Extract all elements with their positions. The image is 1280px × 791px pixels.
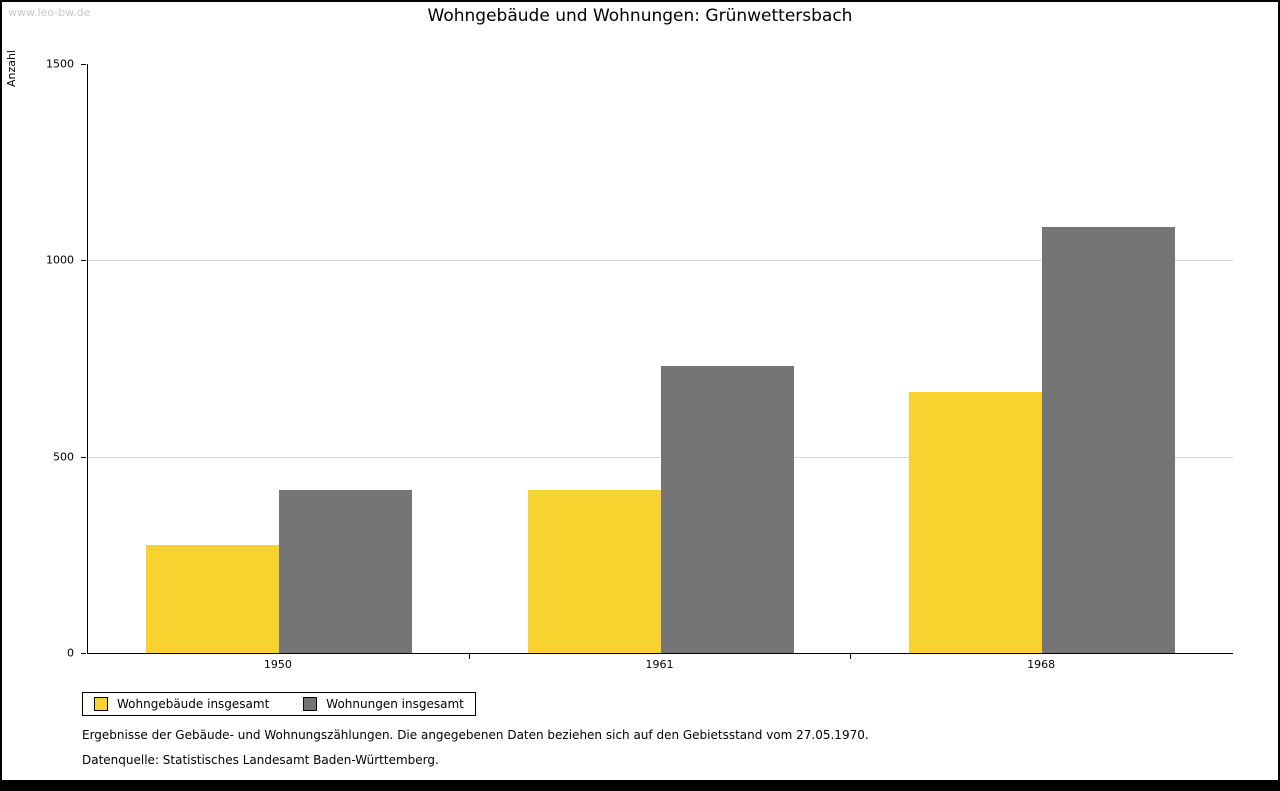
bar-1968-wohnungen [1042,227,1176,653]
legend-swatch-wohngebaeude [94,697,108,711]
bar-group-1961 [470,64,852,653]
bar-group-1968 [851,64,1233,653]
bar-1961-wohngebaeude [527,490,661,653]
plot-area [87,64,1233,654]
bar-1968-wohngebaeude [909,392,1043,653]
y-tick-mark-1000 [81,260,86,261]
x-tick-label-1968: 1968 [1027,658,1056,671]
y-tick-mark-0 [81,653,86,654]
y-tick-mark-1500 [81,64,86,65]
legend-item-wohngebaeude: Wohngebäude insgesamt [94,697,269,711]
x-axis-ticks [87,654,1232,660]
y-tick-label-1500: 1500 [46,57,74,71]
y-axis: 0 500 1000 1500 [2,58,87,660]
legend-item-wohnungen: Wohnungen insgesamt [303,697,464,711]
footnote-source-note: Ergebnisse der Gebäude- und Wohnungszähl… [82,728,869,742]
x-tick-label-1950: 1950 [263,658,292,671]
y-tick-label-500: 500 [53,450,74,464]
gridline-1000 [88,260,1233,261]
bottom-border-bar [2,780,1278,789]
legend-swatch-wohnungen [303,697,318,711]
footnote-data-source: Datenquelle: Statistisches Landesamt Bad… [82,753,439,767]
y-tick-label-1000: 1000 [46,253,74,267]
legend-label-wohnungen: Wohnungen insgesamt [326,697,464,711]
x-tick-mark-1 [469,654,470,659]
bar-group-1950 [88,64,470,653]
chart-title: Wohngebäude und Wohnungen: Grünwettersba… [427,6,853,26]
bar-1950-wohnungen [278,490,412,653]
x-tick-mark-2 [850,654,851,659]
bar-1950-wohngebaeude [145,545,279,653]
x-tick-label-1961: 1961 [645,658,674,671]
y-tick-mark-500 [81,457,86,458]
bar-groups [88,64,1233,653]
legend-label-wohngebaeude: Wohngebäude insgesamt [117,697,270,711]
bar-1961-wohnungen [660,366,794,653]
legend: Wohngebäude insgesamt Wohnungen insgesam… [82,692,476,716]
x-axis-labels: 1950 1961 1968 [87,658,1232,671]
watermark-text: www.leo-bw.de [8,6,91,19]
y-tick-label-0: 0 [67,646,74,660]
